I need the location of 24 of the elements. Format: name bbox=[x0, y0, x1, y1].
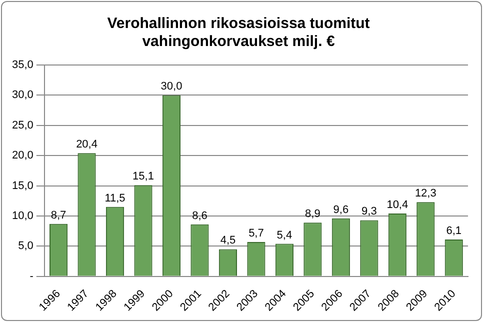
data-label: 15,1 bbox=[132, 170, 154, 183]
chart-title: Verohallinnon rikosasioissa tuomitut vahingonkorvaukset milj. € bbox=[107, 15, 370, 50]
data-label: 8,7 bbox=[50, 209, 66, 222]
data-label: 8,9 bbox=[305, 208, 320, 220]
y-tick-label: 25,0 bbox=[12, 119, 34, 132]
data-label: 12,3 bbox=[414, 188, 436, 200]
y-tick-label: 20,0 bbox=[12, 150, 34, 162]
data-label: 20,4 bbox=[76, 138, 98, 151]
y-tick-label: 5,0 bbox=[18, 240, 34, 252]
y-tick-label: 35,0 bbox=[12, 59, 34, 72]
y-tick-label: 15,0 bbox=[12, 180, 34, 192]
data-label: 5,7 bbox=[248, 227, 264, 240]
data-label: 8,6 bbox=[192, 210, 208, 222]
data-label: 5,4 bbox=[276, 229, 292, 242]
y-tick-label: 30,0 bbox=[12, 89, 34, 102]
data-label: 11,5 bbox=[104, 192, 126, 204]
y-tick-label: - bbox=[30, 270, 34, 282]
data-label: 30,0 bbox=[160, 80, 182, 93]
data-label: 9,6 bbox=[333, 204, 349, 216]
data-label: 10,4 bbox=[386, 199, 408, 212]
data-label: 6,1 bbox=[446, 225, 462, 238]
data-label: 9,3 bbox=[362, 206, 377, 218]
data-label: 4,5 bbox=[220, 234, 236, 247]
y-tick-label: 10,0 bbox=[12, 210, 34, 222]
